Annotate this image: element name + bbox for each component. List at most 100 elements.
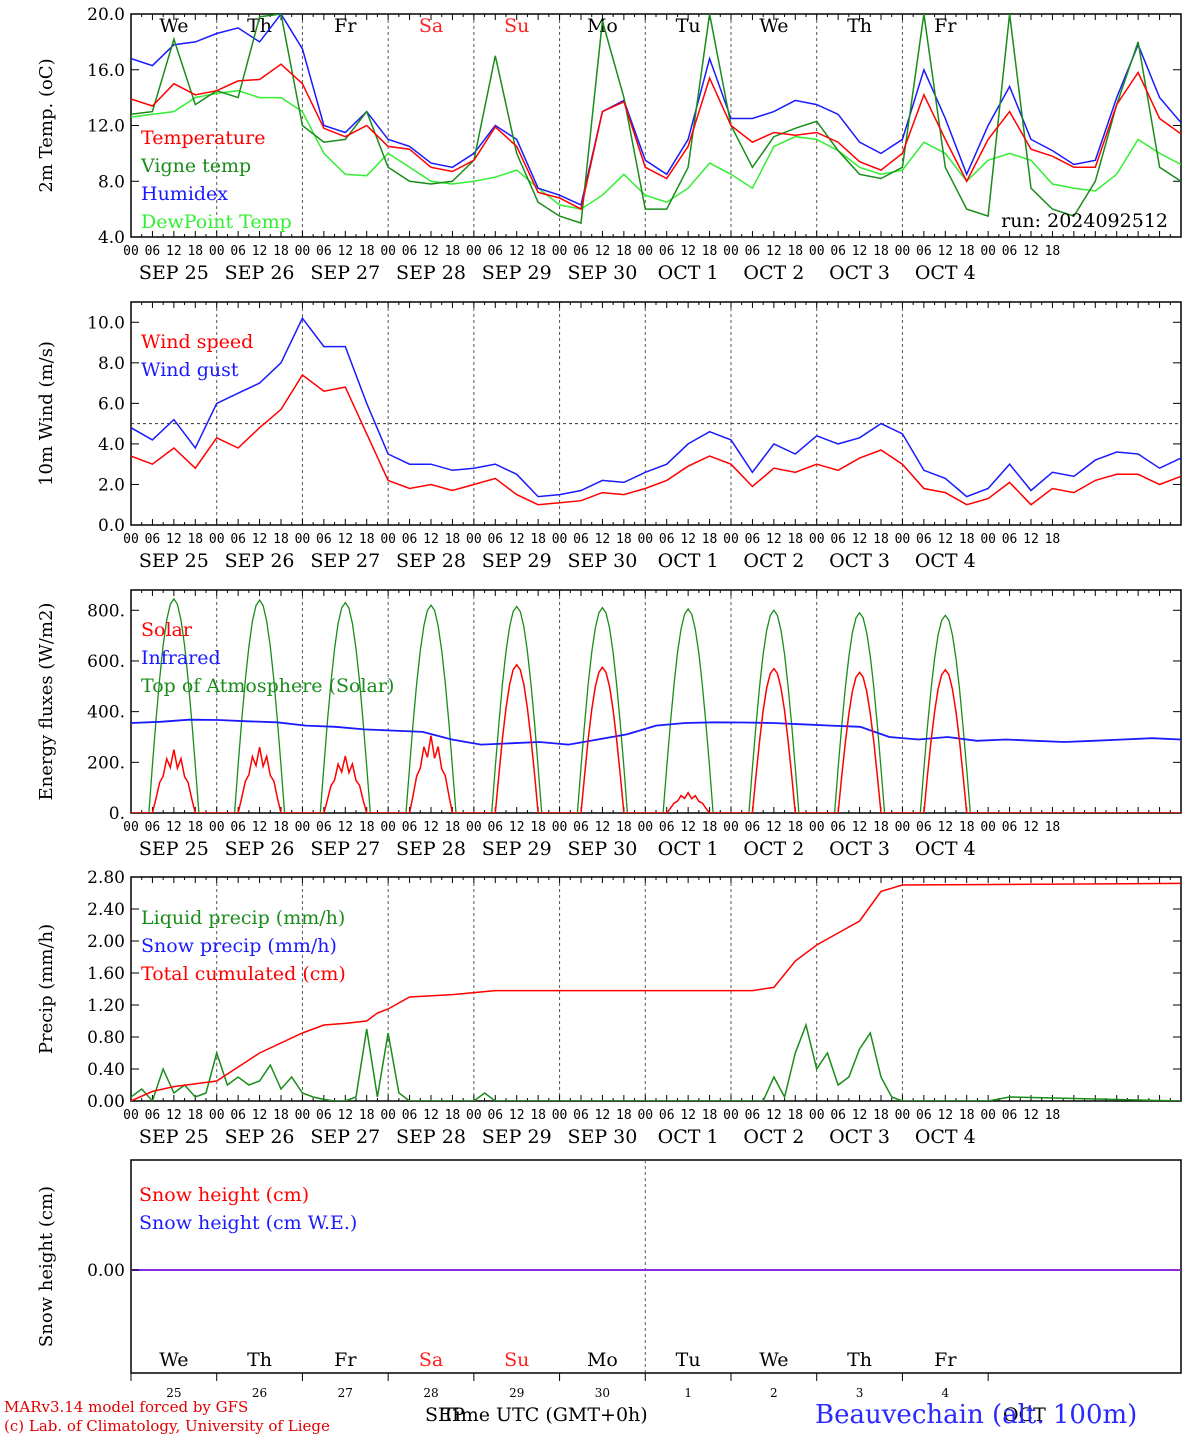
series-line-total-cumulated-cm- bbox=[131, 882, 1181, 1101]
hour-tick-label: 06 bbox=[487, 820, 503, 835]
hour-tick-label: 18 bbox=[530, 532, 546, 547]
hour-tick-label: 18 bbox=[359, 820, 375, 835]
date-label: SEP 26 bbox=[225, 262, 295, 284]
legend-entry: Snow height (cm W.E.) bbox=[139, 1212, 357, 1234]
hour-tick-label: 00 bbox=[552, 820, 568, 835]
hour-tick-label: 12 bbox=[1023, 1108, 1039, 1123]
day-number: 30 bbox=[595, 1386, 610, 1400]
hour-tick-label: 12 bbox=[766, 1108, 782, 1123]
hour-tick-label: 12 bbox=[680, 244, 696, 259]
hour-tick-label: 18 bbox=[445, 1108, 461, 1123]
hour-tick-label: 12 bbox=[937, 244, 953, 259]
day-number: 27 bbox=[338, 1386, 353, 1400]
hour-tick-label: 00 bbox=[723, 532, 739, 547]
hour-tick-label: 18 bbox=[787, 244, 803, 259]
date-label: OCT 2 bbox=[743, 1126, 804, 1148]
hour-tick-label: 12 bbox=[423, 532, 439, 547]
day-name-top: Fr bbox=[334, 15, 357, 37]
hour-tick-label: 06 bbox=[745, 532, 761, 547]
series-line-vigne-temp bbox=[131, 14, 1181, 225]
hour-tick-label: 06 bbox=[316, 532, 332, 547]
hour-tick-label: 00 bbox=[723, 820, 739, 835]
hour-tick-label: 00 bbox=[637, 1108, 653, 1123]
hour-tick-label: 18 bbox=[187, 532, 203, 547]
hour-tick-label: 00 bbox=[209, 532, 225, 547]
date-label: SEP 28 bbox=[396, 262, 466, 284]
hour-tick-label: 00 bbox=[895, 532, 911, 547]
hour-tick-label: 18 bbox=[873, 1108, 889, 1123]
hour-tick-label: 06 bbox=[1002, 1108, 1018, 1123]
hour-tick-label: 00 bbox=[209, 1108, 225, 1123]
hour-tick-label: 00 bbox=[123, 820, 139, 835]
y-tick-label: 0.00 bbox=[87, 1092, 125, 1112]
y-tick-label: 200. bbox=[87, 753, 125, 773]
hour-tick-label: 18 bbox=[445, 820, 461, 835]
day-name-bottom: Sa bbox=[419, 1349, 443, 1371]
y-tick-label: 16.0 bbox=[87, 61, 125, 81]
hour-tick-label: 00 bbox=[637, 820, 653, 835]
hour-tick-label: 06 bbox=[402, 532, 418, 547]
hour-tick-label: 18 bbox=[787, 532, 803, 547]
hour-tick-label: 12 bbox=[1023, 244, 1039, 259]
hour-tick-label: 00 bbox=[723, 244, 739, 259]
station-title: Beauvechain (alt. 100m) bbox=[815, 1400, 1138, 1430]
hour-tick-label: 18 bbox=[1045, 1108, 1061, 1123]
date-label: SEP 30 bbox=[567, 838, 637, 860]
day-number: 25 bbox=[166, 1386, 181, 1400]
day-name-top: Tu bbox=[676, 15, 701, 37]
y-tick-label: 0. bbox=[109, 804, 125, 824]
hour-tick-label: 00 bbox=[209, 820, 225, 835]
y-tick-label: 400. bbox=[87, 703, 125, 723]
hour-tick-label: 00 bbox=[552, 532, 568, 547]
hour-tick-label: 00 bbox=[809, 1108, 825, 1123]
hour-tick-label: 18 bbox=[959, 244, 975, 259]
date-label: SEP 30 bbox=[567, 550, 637, 572]
hour-tick-label: 06 bbox=[745, 820, 761, 835]
day-name-bottom: Tu bbox=[676, 1349, 701, 1371]
hour-tick-label: 00 bbox=[809, 244, 825, 259]
hour-tick-label: 00 bbox=[466, 244, 482, 259]
series-line-infrared bbox=[131, 718, 1181, 746]
hour-tick-label: 06 bbox=[830, 244, 846, 259]
hour-tick-label: 12 bbox=[337, 1108, 353, 1123]
day-number: 29 bbox=[509, 1386, 524, 1400]
hour-tick-label: 12 bbox=[166, 244, 182, 259]
hour-tick-label: 06 bbox=[745, 1108, 761, 1123]
hour-tick-label: 18 bbox=[187, 1108, 203, 1123]
hour-tick-label: 06 bbox=[1002, 532, 1018, 547]
date-label: SEP 29 bbox=[482, 838, 552, 860]
model-credit: MARv3.14 model forced by GFS (c) Lab. of… bbox=[4, 1398, 330, 1436]
hour-tick-label: 00 bbox=[637, 532, 653, 547]
hour-tick-label: 00 bbox=[380, 820, 396, 835]
date-label: SEP 27 bbox=[310, 550, 380, 572]
day-name-bottom: Mo bbox=[587, 1349, 618, 1371]
hour-tick-label: 00 bbox=[123, 532, 139, 547]
credit-line-2: (c) Lab. of Climatology, University of L… bbox=[4, 1417, 330, 1435]
credit-line-1: MARv3.14 model forced by GFS bbox=[4, 1398, 249, 1416]
hour-tick-label: 00 bbox=[895, 1108, 911, 1123]
hour-tick-label: 06 bbox=[316, 820, 332, 835]
hour-tick-label: 06 bbox=[830, 532, 846, 547]
hour-tick-label: 00 bbox=[980, 1108, 996, 1123]
hour-tick-label: 06 bbox=[573, 1108, 589, 1123]
hour-tick-label: 12 bbox=[166, 532, 182, 547]
hour-tick-label: 06 bbox=[402, 820, 418, 835]
date-label: SEP 26 bbox=[225, 1126, 295, 1148]
hour-tick-label: 12 bbox=[852, 1108, 868, 1123]
hour-tick-label: 06 bbox=[1002, 244, 1018, 259]
date-label: SEP 28 bbox=[396, 1126, 466, 1148]
date-label: OCT 4 bbox=[915, 838, 976, 860]
y-tick-label: 12.0 bbox=[87, 117, 125, 137]
series-line-wind-speed bbox=[131, 373, 1181, 506]
hour-tick-label: 12 bbox=[423, 820, 439, 835]
date-label: SEP 26 bbox=[225, 550, 295, 572]
date-label: OCT 2 bbox=[743, 550, 804, 572]
temp-series bbox=[131, 14, 1181, 225]
hour-tick-label: 18 bbox=[187, 244, 203, 259]
hour-tick-label: 06 bbox=[745, 244, 761, 259]
hour-tick-label: 18 bbox=[530, 1108, 546, 1123]
y-tick-label: 4.0 bbox=[98, 228, 125, 248]
legend-entry: Snow height (cm) bbox=[139, 1184, 309, 1206]
legend-entry: Infrared bbox=[141, 647, 221, 669]
precip-series bbox=[131, 882, 1181, 1101]
